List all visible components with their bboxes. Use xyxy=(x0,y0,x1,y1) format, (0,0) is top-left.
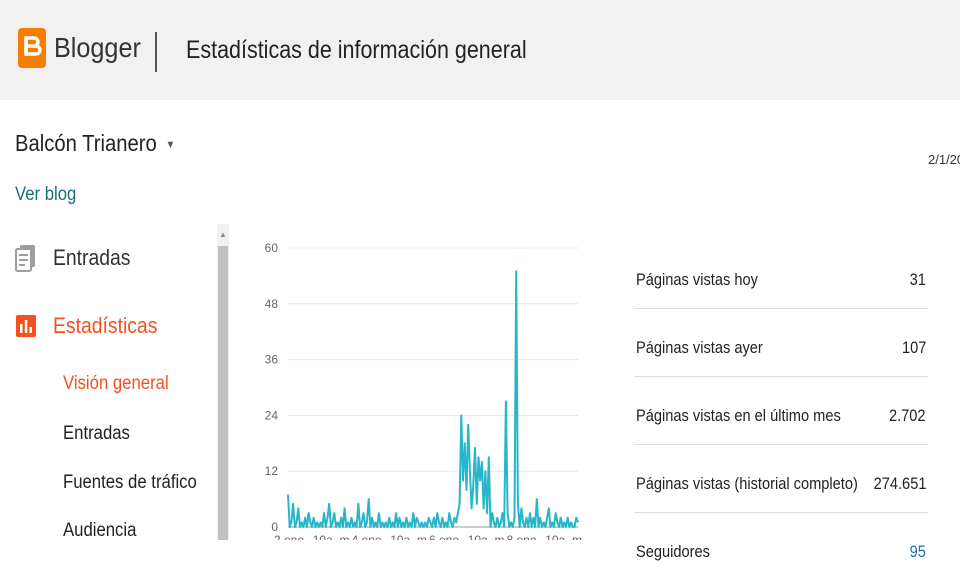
x-tick-label: 6 ene xyxy=(429,533,459,540)
blog-name: Balcón Trianero xyxy=(15,130,157,156)
page-title: Estadísticas de información general xyxy=(186,36,527,64)
x-tick-label: 10a. m. xyxy=(390,533,430,540)
x-tick-label: 10a. m. xyxy=(545,533,585,540)
stat-row-last-month: Páginas vistas en el último mes 2.702 xyxy=(634,376,928,444)
stat-row-today: Páginas vistas hoy 31 xyxy=(636,240,926,308)
stat-label: Páginas vistas en el último mes xyxy=(636,406,841,425)
stat-value: 107 xyxy=(901,338,926,357)
pageviews-chart: 0 12 24 36 48 60 2 ene 10a. m. 4 ene 10a. m. 6 ene… xyxy=(240,230,590,547)
view-blog-link[interactable]: Ver blog xyxy=(15,184,77,205)
sidebar-scrollbar[interactable]: ▲ xyxy=(217,224,229,540)
pageviews-series-line[interactable] xyxy=(287,270,579,528)
posts-icon xyxy=(15,244,37,272)
stats-icon xyxy=(15,312,37,340)
y-tick-label: 60 xyxy=(265,241,279,255)
blog-selector[interactable]: Balcón Trianero ▼ xyxy=(15,130,175,157)
y-tick-label: 24 xyxy=(265,408,279,422)
row-divider xyxy=(634,376,928,377)
subnav-audiencia[interactable]: Audiencia xyxy=(63,520,137,541)
stat-row-followers: Seguidores 95 xyxy=(634,512,928,580)
subnav-vision-general[interactable]: Visión general xyxy=(63,373,169,394)
stat-value: 2.702 xyxy=(889,406,926,425)
row-divider xyxy=(634,308,928,309)
followers-link[interactable]: 95 xyxy=(909,542,926,561)
date-range: 2/1/202 xyxy=(928,152,960,167)
x-tick-label: 8 ene xyxy=(507,533,537,540)
scroll-thumb[interactable] xyxy=(218,246,228,540)
stat-value: 31 xyxy=(909,270,926,289)
stat-label: Páginas vistas (historial completo) xyxy=(636,474,858,493)
chevron-down-icon[interactable]: ▼ xyxy=(165,138,176,151)
header-divider xyxy=(155,32,157,72)
scroll-up-icon[interactable]: ▲ xyxy=(219,230,227,239)
sidebar-item-estadisticas[interactable]: Estadísticas xyxy=(15,312,172,340)
sidebar-item-label: Entradas xyxy=(53,245,131,270)
y-tick-label: 0 xyxy=(271,520,278,534)
y-tick-label: 48 xyxy=(265,297,279,311)
sidebar-item-label: Estadísticas xyxy=(53,313,158,338)
x-tick-label: 4 ene xyxy=(352,533,382,540)
stat-row-yesterday: Páginas vistas ayer 107 xyxy=(634,308,928,376)
stat-value: 274.651 xyxy=(873,474,926,493)
x-tick-label: 10a. m. xyxy=(468,533,508,540)
top-bar: Blogger Estadísticas de información gene… xyxy=(0,0,960,100)
brand-name[interactable]: Blogger xyxy=(54,32,141,63)
sidebar-item-entradas[interactable]: Entradas xyxy=(15,244,141,272)
y-tick-label: 12 xyxy=(265,464,279,478)
x-tick-label: 10a. m. xyxy=(313,533,353,540)
blogger-logo-icon[interactable] xyxy=(18,28,46,68)
subnav-fuentes-trafico[interactable]: Fuentes de tráfico xyxy=(63,472,197,493)
stat-row-all-time: Páginas vistas (historial completo) 274.… xyxy=(634,444,928,512)
row-divider xyxy=(634,444,928,445)
row-divider xyxy=(634,512,928,513)
y-tick-label: 36 xyxy=(265,353,279,367)
stat-label: Páginas vistas ayer xyxy=(636,338,763,357)
stat-label: Páginas vistas hoy xyxy=(636,270,758,289)
subnav-entradas[interactable]: Entradas xyxy=(63,423,130,444)
stat-label: Seguidores xyxy=(636,542,710,561)
x-tick-label: 2 ene xyxy=(274,533,304,540)
